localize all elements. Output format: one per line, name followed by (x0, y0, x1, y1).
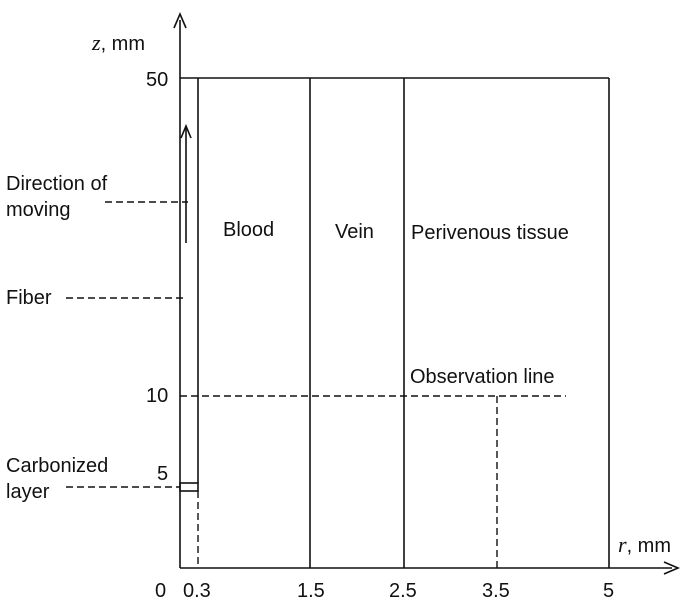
r-tick-label: 3.5 (482, 580, 510, 602)
z-tick-label: 5 (157, 463, 168, 485)
carbonized-label-line2: layer (6, 481, 50, 503)
r-tick-label: 0 (155, 580, 166, 602)
carbonized-label-line1: Carbonized (6, 455, 108, 477)
observation-line-label: Observation line (410, 366, 555, 388)
z-tick-label: 10 (146, 385, 168, 407)
z-axis-label: z, mm (91, 30, 145, 55)
vein-region-label: Vein (335, 221, 374, 243)
perivenous-region-label: Perivenous tissue (411, 222, 569, 244)
direction-label-line1: Direction of (6, 173, 108, 195)
direction-label-line2: moving (6, 199, 70, 221)
direction-arrow-head (180, 123, 192, 139)
r-tick-label: 5 (603, 580, 614, 602)
z-axis-arrowhead (173, 11, 187, 29)
blood-region-label: Blood (223, 219, 274, 241)
r-tick-label: 2.5 (389, 580, 417, 602)
carbonized-layer (179, 482, 199, 492)
z-tick-label: 50 (146, 69, 168, 91)
r-tick-label: 1.5 (297, 580, 325, 602)
fiber-label: Fiber (6, 287, 52, 309)
r-axis-label: r, mm (618, 532, 671, 557)
r-tick-label: 0.3 (183, 580, 211, 602)
r-axis-arrowhead (663, 561, 681, 575)
